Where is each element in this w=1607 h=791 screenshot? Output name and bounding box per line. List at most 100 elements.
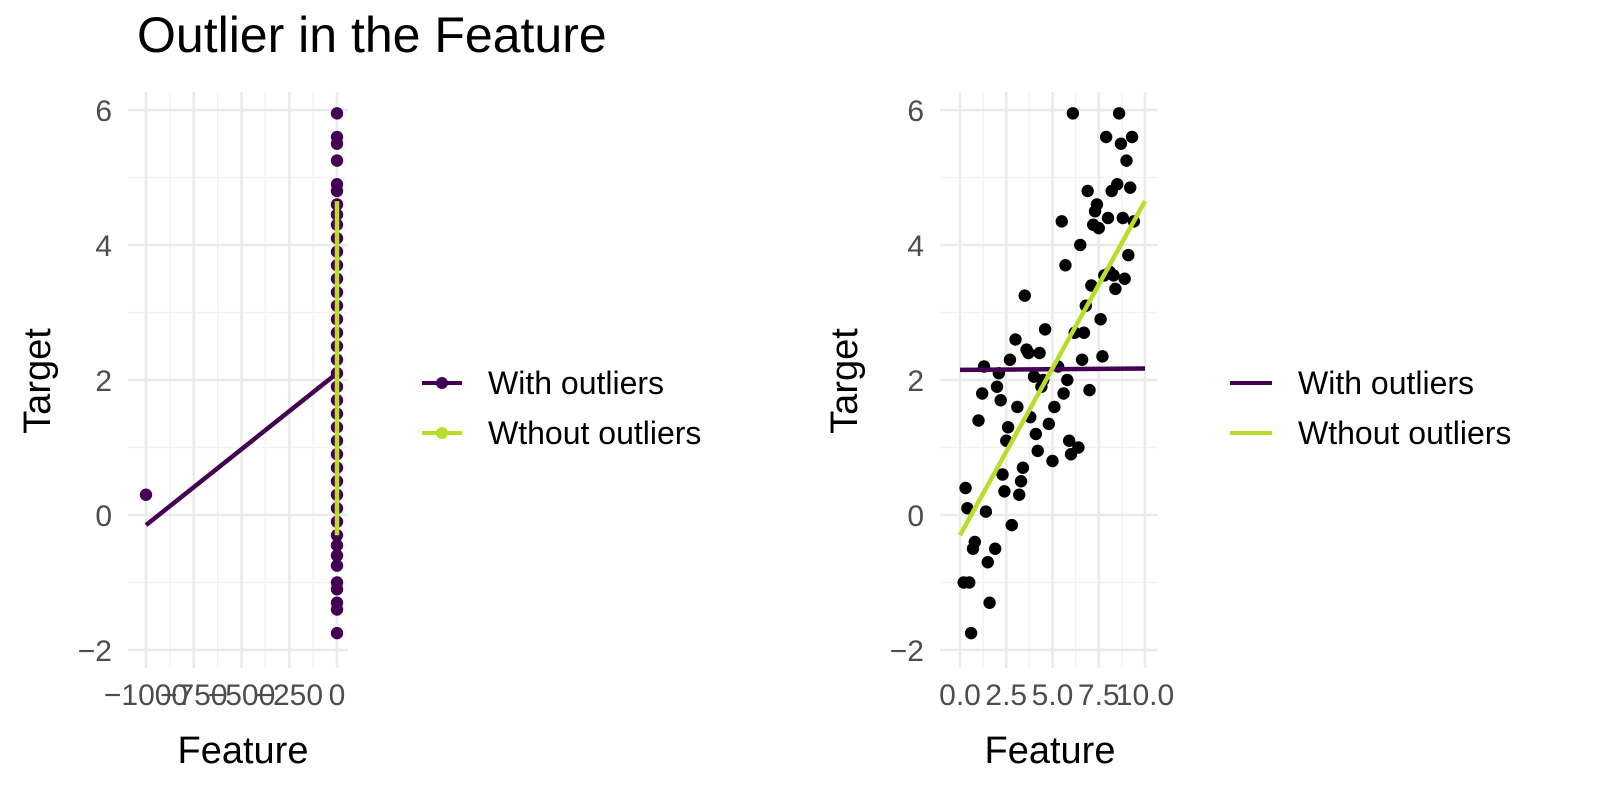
legend-right-label-with-outliers: With outliers <box>1298 365 1474 401</box>
legend-left-dot-without-outliers <box>436 427 448 439</box>
data-point <box>1059 259 1072 272</box>
data-point <box>1022 346 1035 360</box>
data-point <box>979 505 993 518</box>
data-point <box>1122 248 1135 262</box>
legend-right-label-without-outliers: Wthout outliers <box>1298 415 1511 451</box>
data-point <box>1101 211 1115 225</box>
data-point <box>330 184 344 198</box>
data-point <box>1001 421 1015 434</box>
x-tick-label: −1000 <box>104 679 188 712</box>
right-x-axis-label: Feature <box>985 730 1116 772</box>
data-point <box>1074 238 1087 252</box>
data-point <box>1013 488 1026 501</box>
x-tick-label: 5.0 <box>1032 679 1074 712</box>
left-grid <box>128 92 348 668</box>
data-point <box>330 603 344 616</box>
data-point <box>1099 130 1113 144</box>
data-point <box>1072 441 1085 454</box>
data-point <box>1107 269 1120 282</box>
data-point <box>1018 289 1031 302</box>
data-point <box>1048 400 1061 414</box>
data-point <box>1042 417 1056 431</box>
data-point <box>330 549 344 562</box>
data-point <box>983 596 996 609</box>
x-tick-label: 0 <box>329 679 346 712</box>
data-point <box>1124 181 1137 194</box>
data-point <box>1125 130 1139 144</box>
y-tick-label: −2 <box>78 635 112 668</box>
x-tick-label: 2.5 <box>985 679 1027 712</box>
y-tick-label: 2 <box>907 365 924 398</box>
data-point <box>1096 350 1109 363</box>
left-panel: −2 0 2 4 6 −1000−750−500−250 0 Feature Target <box>17 92 348 772</box>
data-point <box>1066 107 1080 120</box>
right-x-tick-labels: 0.0 2.5 5.0 7.510.0 <box>939 679 1174 712</box>
data-point <box>330 107 344 120</box>
left-x-axis-label: Feature <box>178 730 309 772</box>
y-tick-label: 4 <box>95 230 112 263</box>
data-point <box>330 559 344 572</box>
x-tick-label: −500 <box>208 679 276 712</box>
data-point <box>1005 518 1018 532</box>
data-point <box>1075 353 1089 366</box>
data-point <box>988 542 1002 555</box>
data-point <box>1016 461 1030 474</box>
data-point <box>990 380 1004 393</box>
data-point <box>1009 333 1022 346</box>
data-point <box>1077 326 1091 339</box>
data-point <box>1090 198 1104 211</box>
y-tick-label: −2 <box>890 635 924 668</box>
legend-left: With outliers Wthout outliers <box>422 365 701 451</box>
left-x-tick-labels: −1000−750−500−250 0 <box>104 679 345 712</box>
data-point <box>330 154 344 167</box>
data-point <box>330 583 344 596</box>
data-point <box>1033 346 1046 360</box>
data-point <box>1062 434 1076 447</box>
data-point <box>1061 373 1074 387</box>
right-y-tick-labels: −2 0 2 4 6 <box>890 95 924 668</box>
data-point <box>994 394 1007 407</box>
data-point <box>1029 427 1043 441</box>
left-marks <box>139 107 344 640</box>
x-tick-label: −250 <box>255 679 323 712</box>
data-point <box>972 414 985 427</box>
data-point <box>139 488 153 501</box>
data-point <box>966 542 980 555</box>
data-point <box>1092 221 1105 235</box>
data-point <box>961 502 974 515</box>
left-y-axis-label: Target <box>17 328 59 434</box>
data-point <box>1118 272 1131 285</box>
x-tick-label: 7.5 <box>1078 679 1120 712</box>
data-point <box>1112 107 1126 120</box>
data-point <box>1031 444 1044 458</box>
data-point <box>964 626 978 640</box>
data-point <box>1003 353 1017 366</box>
y-tick-label: 2 <box>95 365 112 398</box>
legend-left-label-with-outliers: With outliers <box>488 365 664 401</box>
data-point <box>1111 178 1124 191</box>
data-point <box>963 576 976 589</box>
data-point <box>1114 137 1128 150</box>
data-point <box>976 387 989 400</box>
y-tick-label: 6 <box>95 95 112 128</box>
y-tick-label: 4 <box>907 230 924 263</box>
x-tick-label: −750 <box>160 679 228 712</box>
right-panel: −2 0 2 4 6 0.0 2.5 5.0 7.510.0 Feature Target <box>824 92 1174 772</box>
data-point <box>1011 400 1024 414</box>
right-y-axis-label: Target <box>824 328 866 434</box>
data-point <box>1109 282 1122 296</box>
data-point <box>1116 211 1130 225</box>
series-line-with-outliers <box>144 371 339 527</box>
data-point <box>959 481 972 495</box>
right-marks <box>957 107 1147 640</box>
chart-title: Outlier in the Feature <box>137 7 607 63</box>
legend-left-dot-with-outliers <box>436 377 448 389</box>
data-point <box>1046 454 1059 468</box>
data-point <box>1014 475 1028 488</box>
data-point <box>1083 383 1096 397</box>
data-point <box>1038 323 1052 336</box>
data-point <box>1055 215 1068 228</box>
data-point <box>981 556 994 569</box>
data-point <box>1120 154 1133 167</box>
